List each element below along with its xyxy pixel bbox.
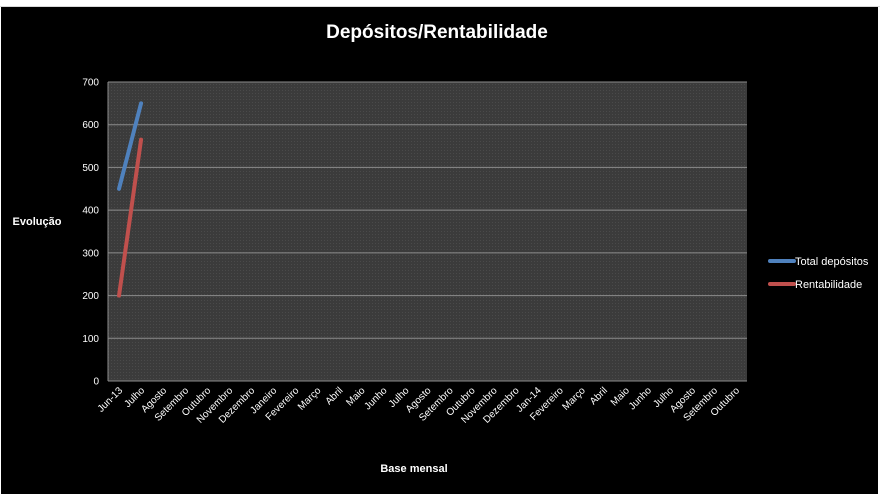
legend-entry: Rentabilidade — [795, 279, 862, 291]
x-tick-label: Abril — [588, 385, 610, 407]
x-tick-label: Abril — [324, 385, 346, 407]
legend[interactable]: Total depósitos Rentabilidade — [768, 256, 869, 291]
y-tick-label: 500 — [82, 163, 99, 174]
series-lines — [117, 101, 144, 298]
x-tick-label: Jun-13 — [96, 385, 126, 415]
y-tick-label: 0 — [93, 377, 99, 388]
series-line — [117, 101, 144, 191]
x-tick-label: Junho — [627, 385, 654, 412]
y-tick-label: 200 — [82, 291, 99, 302]
spreadsheet-gridlines — [0, 0, 880, 7]
y-tick-label: 700 — [82, 78, 99, 89]
y-tick-label: 600 — [82, 120, 99, 131]
x-tick-label: Março — [296, 385, 324, 413]
y-axis-ticks: 0 100 200 300 400 500 600 700 — [82, 78, 99, 388]
y-tick-label: 300 — [82, 248, 99, 259]
gridlines — [107, 81, 747, 382]
legend-entry: Total depósitos — [795, 256, 869, 268]
y-tick-label: 400 — [82, 206, 99, 217]
series-line — [117, 137, 144, 298]
y-tick-label: 100 — [82, 334, 99, 345]
plot-area — [108, 82, 747, 381]
x-tick-label: Março — [560, 385, 588, 413]
x-axis-ticks: Jun-13JulhoAgostoSetembroOutubroNovembro… — [96, 385, 743, 426]
y-axis-label: Evolução — [13, 216, 62, 228]
x-tick-label: Junho — [363, 385, 390, 412]
x-axis-label: Base mensal — [380, 463, 447, 475]
chart-title: Depósitos/Rentabilidade — [326, 22, 548, 43]
